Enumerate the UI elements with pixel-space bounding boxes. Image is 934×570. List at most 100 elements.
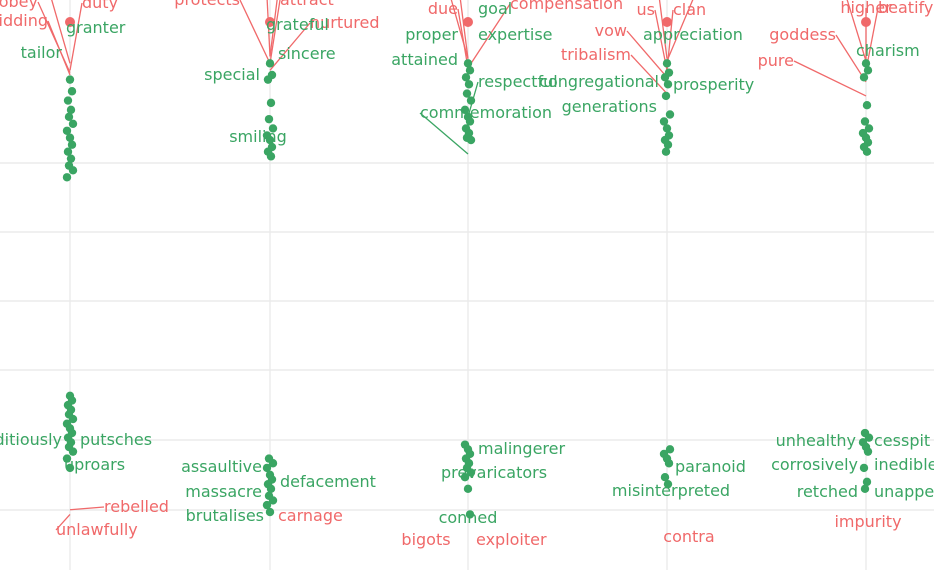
point-c0-0 xyxy=(65,75,75,84)
word-label-c4-1: higher xyxy=(840,0,892,17)
point-c0-27 xyxy=(62,454,72,463)
leader-c4-0 xyxy=(846,0,867,62)
word-label-c3-7: congregational xyxy=(539,72,659,91)
word-label-c1-9: assaultive xyxy=(181,457,262,476)
leader-c2-9 xyxy=(419,112,469,155)
word-label-c4-9: inedible xyxy=(874,455,934,474)
word-label-c3-8: prosperity xyxy=(673,75,754,94)
foundation-dot-c3 xyxy=(662,17,672,27)
point-c0-28 xyxy=(65,463,75,473)
word-label-c1-13: carnage xyxy=(278,506,343,525)
point-c0-2 xyxy=(63,96,73,105)
word-label-c2-4: compensation xyxy=(510,0,623,13)
point-c2-22 xyxy=(465,510,475,519)
point-c4-2 xyxy=(859,73,869,82)
word-label-c4-5: charism xyxy=(856,41,920,60)
point-c0-10 xyxy=(66,154,76,163)
point-c0-1 xyxy=(67,87,77,96)
point-c4-18 xyxy=(860,484,870,494)
point-c2-8 xyxy=(465,117,475,126)
point-c3-0 xyxy=(662,59,672,68)
leader-c1-2 xyxy=(239,0,271,64)
word-label-c1-7: special xyxy=(204,65,260,84)
word-label-c1-12: brutalises xyxy=(186,506,264,525)
point-c2-2 xyxy=(461,73,471,82)
leader-c0-9 xyxy=(69,506,105,511)
word-label-c2-6: expertise xyxy=(478,25,553,44)
word-label-c2-14: exploiter xyxy=(476,530,547,549)
word-label-c0-2: duty xyxy=(82,0,118,12)
word-label-c1-6: sincere xyxy=(278,44,336,63)
leader-c3-1 xyxy=(666,0,694,62)
word-label-c3-6: tribalism xyxy=(561,45,631,64)
leader-c1-0 xyxy=(266,0,271,57)
point-c0-3 xyxy=(66,105,76,115)
point-c0-26 xyxy=(68,447,78,456)
point-c3-6 xyxy=(659,117,669,126)
word-label-c3-5: appreciation xyxy=(643,25,743,44)
point-c1-2 xyxy=(263,75,273,84)
leader-c2-2 xyxy=(457,8,469,69)
foundation-dot-c2 xyxy=(463,17,473,27)
foundation-dot-c1 xyxy=(265,17,275,27)
point-c1-0 xyxy=(265,59,275,68)
word-label-c4-4: pure xyxy=(758,51,794,70)
word-label-c3-9: generations xyxy=(562,97,657,116)
point-c1-20 xyxy=(262,500,272,510)
leader-c4-4 xyxy=(793,60,867,97)
leader-c0-0 xyxy=(51,0,71,64)
leader-c2-4 xyxy=(467,3,511,69)
point-c1-13 xyxy=(262,463,272,473)
word-label-c2-8: respectful xyxy=(478,72,558,91)
word-label-c0-9: rebelled xyxy=(104,497,169,516)
point-c4-5 xyxy=(864,124,874,133)
point-c1-4 xyxy=(264,114,274,124)
word-label-c0-7: putsches xyxy=(80,430,152,449)
word-label-c2-13: bigots xyxy=(401,530,450,549)
point-c1-17 xyxy=(266,484,276,494)
word-label-c2-2: due xyxy=(428,0,458,18)
word-label-c0-4: granter xyxy=(66,18,126,37)
point-c4-12 xyxy=(864,433,874,442)
word-label-c2-10: malingerer xyxy=(478,439,565,458)
leader-c0-2 xyxy=(69,2,83,71)
point-c3-3 xyxy=(663,80,673,89)
word-label-c1-8: smiling xyxy=(229,127,287,146)
word-label-c2-3: goal xyxy=(478,0,512,18)
point-c3-15 xyxy=(664,459,674,468)
word-label-c2-11: prevaricators xyxy=(441,463,547,482)
leader-c2-1 xyxy=(459,0,469,59)
point-c3-5 xyxy=(665,110,675,119)
word-label-c4-10: retched xyxy=(797,482,858,501)
word-label-c2-7: attained xyxy=(391,50,458,69)
word-label-c3-10: paranoid xyxy=(675,457,746,476)
point-c4-1 xyxy=(863,66,873,75)
word-label-c4-6: unhealthy xyxy=(776,431,856,450)
word-label-c4-12: impurity xyxy=(834,512,901,531)
word-label-c3-11: misinterpreted xyxy=(612,481,730,500)
word-label-c0-6: seditiously xyxy=(0,430,62,449)
leader-c3-6 xyxy=(630,54,668,95)
point-c1-5 xyxy=(268,124,278,133)
label-leader-lines xyxy=(37,0,879,531)
word-label-c4-2: beatify xyxy=(878,0,933,17)
foundation-dot-c4 xyxy=(861,17,871,27)
point-c0-7 xyxy=(65,133,75,142)
point-c1-19 xyxy=(268,496,278,505)
word-label-c0-1: obey xyxy=(0,0,38,11)
point-c1-10 xyxy=(266,152,276,161)
leader-c0-10 xyxy=(55,513,71,531)
point-c0-8 xyxy=(67,140,77,149)
point-c2-3 xyxy=(464,80,474,89)
word-label-c1-11: massacre xyxy=(185,482,262,501)
point-c3-12 xyxy=(665,445,675,454)
point-c3-11 xyxy=(661,147,671,156)
point-c2-20 xyxy=(460,473,470,482)
point-c0-19 xyxy=(68,414,78,424)
word-label-c3-2: us xyxy=(637,0,655,19)
leader-c1-1 xyxy=(269,0,278,57)
word-label-c4-8: corrosively xyxy=(771,455,858,474)
word-label-c4-3: goddess xyxy=(769,25,836,44)
leader-c0-3 xyxy=(47,20,71,76)
